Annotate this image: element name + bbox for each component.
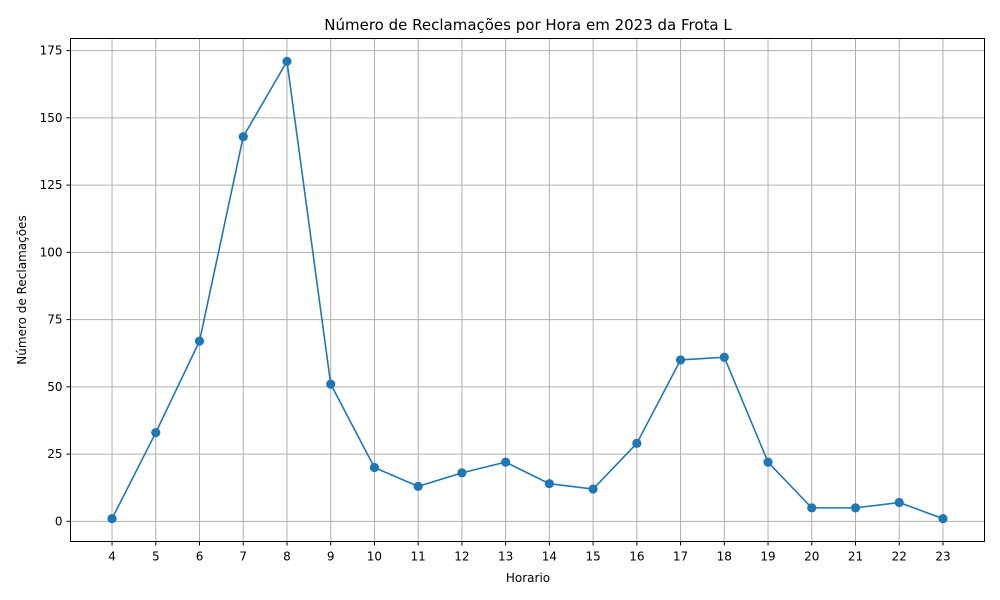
x-tick-label: 17	[673, 550, 688, 564]
data-point	[632, 438, 642, 448]
x-axis-ticks: 4 5 6 7 8 9 10 11 12 13 14 15 16 17 18 19 20 21 22 23	[108, 541, 951, 564]
x-tick-label: 11	[411, 550, 426, 564]
data-point	[763, 457, 773, 467]
y-tick-label: 125	[40, 178, 63, 192]
grid-lines	[70, 38, 985, 542]
plot-frame	[70, 38, 985, 542]
data-point	[501, 457, 511, 467]
data-point	[326, 379, 336, 389]
y-tick-label: 50	[47, 380, 62, 394]
y-axis-ticks: 0 25 50 75 100 125 150 175	[40, 44, 71, 528]
data-point	[938, 514, 948, 524]
data-point	[282, 56, 292, 66]
y-axis-label: Número de Reclamações	[15, 215, 29, 364]
x-tick-label: 9	[327, 550, 335, 564]
series-line	[111, 58, 944, 520]
data-point	[413, 481, 423, 491]
data-point	[151, 427, 161, 438]
data-point	[894, 497, 904, 508]
x-tick-label: 5	[152, 550, 160, 564]
y-tick-label: 100	[40, 245, 63, 259]
x-tick-label: 13	[498, 550, 513, 564]
x-tick-label: 18	[717, 550, 732, 564]
y-tick-label: 0	[55, 514, 63, 528]
data-point	[675, 355, 686, 365]
x-tick-label: 8	[283, 550, 291, 564]
data-point	[369, 462, 380, 473]
data-point	[588, 484, 598, 494]
x-axis-label: Horario	[506, 571, 550, 585]
data-point	[850, 503, 861, 513]
data-point	[544, 479, 554, 489]
data-point	[807, 503, 817, 513]
x-tick-label: 15	[585, 550, 600, 564]
x-tick-label: 7	[239, 550, 247, 564]
data-point	[238, 132, 248, 142]
x-tick-label: 10	[367, 550, 382, 564]
y-tick-label: 175	[40, 44, 63, 58]
y-tick-label: 25	[47, 447, 62, 461]
x-tick-label: 19	[760, 550, 775, 564]
x-tick-label: 6	[196, 550, 204, 564]
x-tick-label: 16	[629, 550, 644, 564]
x-tick-label: 20	[804, 550, 819, 564]
x-tick-label: 14	[542, 550, 557, 564]
y-tick-label: 75	[47, 313, 62, 327]
x-tick-label: 4	[108, 550, 116, 564]
x-tick-label: 12	[454, 550, 469, 564]
data-point	[457, 468, 467, 478]
y-tick-label: 150	[40, 111, 63, 125]
data-point	[719, 352, 729, 362]
x-tick-label: 23	[935, 550, 950, 564]
chart-title: Número de Reclamações por Hora em 2023 d…	[324, 16, 732, 34]
data-point	[194, 336, 205, 346]
data-point	[107, 514, 117, 524]
x-tick-label: 22	[892, 550, 907, 564]
x-tick-label: 21	[848, 550, 863, 564]
series-group	[107, 56, 948, 524]
